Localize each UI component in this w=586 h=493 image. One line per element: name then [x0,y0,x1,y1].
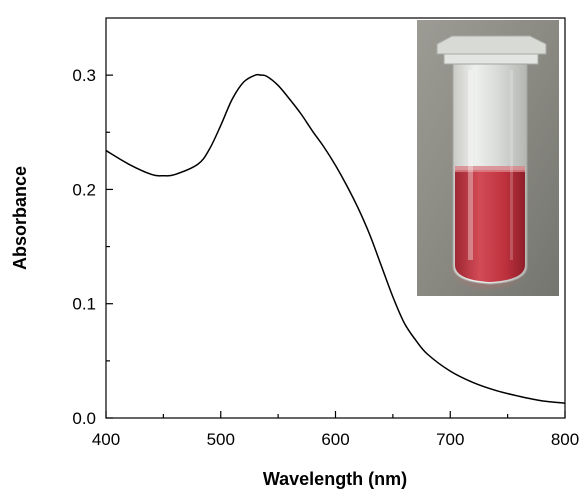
x-axis-tick-labels: 400 500 600 700 800 [92,430,579,449]
x-tick-label: 600 [321,430,349,449]
y-axis-title: Absorbance [10,166,30,270]
x-tick-label: 700 [436,430,464,449]
x-axis-ticks [105,411,566,418]
x-tick-label: 400 [92,430,120,449]
y-axis-ticks [106,74,113,419]
y-tick-label: 0.3 [72,66,96,85]
x-tick-label: 500 [207,430,235,449]
x-tick-label: 800 [551,430,579,449]
y-tick-label: 0.1 [72,295,96,314]
absorbance-curve [105,73,566,404]
y-axis-tick-labels: 0.0 0.1 0.2 0.3 [72,66,96,428]
y-tick-label: 0.0 [72,409,96,428]
y-tick-label: 0.2 [72,180,96,199]
x-axis-title: Wavelength (nm) [263,469,407,489]
inset-cuvette-photo [417,20,559,296]
